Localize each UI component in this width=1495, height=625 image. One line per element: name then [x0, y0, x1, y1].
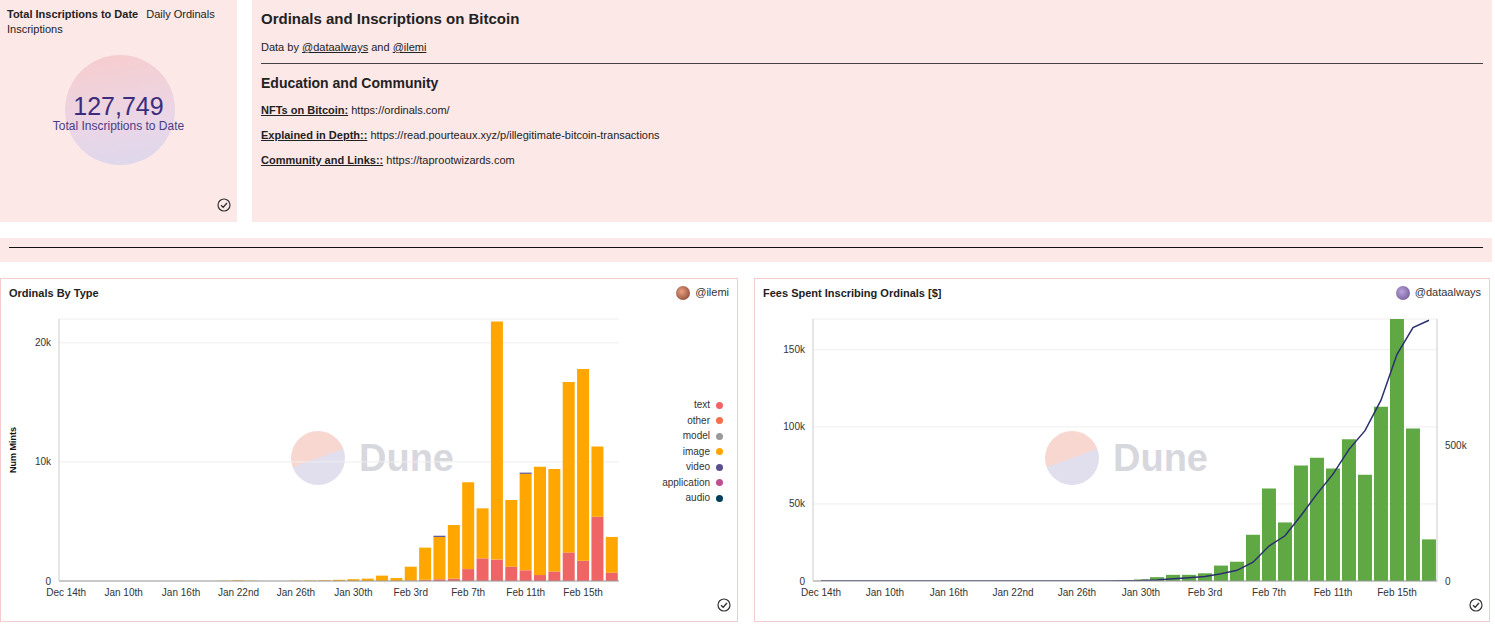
html-text:Fees Spent Inscribing Ordinals: Fees Spent Inscribing Ordinals [$]	[763, 287, 942, 299]
html-text:audio: audio	[685, 492, 710, 503]
svg-text:100k: 100k	[783, 421, 806, 432]
html-text:@dataalways: @dataalways	[1414, 286, 1481, 298]
svg-text:Jan 22nd: Jan 22nd	[992, 587, 1033, 598]
svg-text:Feb 15th: Feb 15th	[563, 587, 602, 598]
html-text:Dune: Dune	[359, 436, 454, 479]
html-text:video: video	[686, 461, 710, 472]
svg-text:Feb 11th: Feb 11th	[506, 587, 545, 598]
html-text:model: model	[682, 430, 710, 441]
svg-text:Num Mints: Num Mints	[8, 427, 18, 473]
svg-text:Jan 30th: Jan 30th	[1122, 587, 1160, 598]
svg-text:Jan 26th: Jan 26th	[277, 587, 315, 598]
svg-text:Jan 10th: Jan 10th	[104, 587, 142, 598]
html-text:Education and Community: Education and Community	[261, 75, 439, 91]
html-text:127,749: 127,749	[73, 92, 164, 120]
svg-text:500k: 500k	[1445, 440, 1468, 451]
svg-text:0: 0	[45, 576, 51, 587]
html-text:Data by @dataalways and @ilemi: Data by @dataalways and @ilemi	[261, 41, 427, 53]
svg-text:Feb 7th: Feb 7th	[1252, 587, 1286, 598]
svg-text:150k: 150k	[783, 344, 806, 355]
svg-text:Feb 11th: Feb 11th	[1314, 587, 1353, 598]
html-text:Community and Links:: https://: Community and Links:: https://taprootwiz…	[261, 154, 515, 166]
svg-text:Feb 15th: Feb 15th	[1377, 587, 1416, 598]
html-text:Explained in Depth:: https://r: Explained in Depth:: https://read.pourte…	[261, 129, 660, 141]
html-text:Dune: Dune	[1113, 436, 1208, 479]
svg-text:Jan 26th: Jan 26th	[1058, 587, 1096, 598]
html-text:image: image	[682, 445, 710, 457]
svg-text:Dec 14th: Dec 14th	[46, 587, 86, 598]
svg-text:50k: 50k	[789, 498, 806, 509]
html-text:NFTs on Bitcoin: https://ordin: NFTs on Bitcoin: https://ordinals.com/	[261, 104, 450, 116]
svg-text:0: 0	[1445, 576, 1451, 587]
html-text:Total Inscriptions to Date: Total Inscriptions to Date	[52, 119, 185, 133]
svg-text:Jan 10th: Jan 10th	[866, 587, 904, 598]
html-text:Ordinals By Type: Ordinals By Type	[9, 287, 99, 299]
svg-text:0: 0	[799, 576, 805, 587]
html-text:text: text	[693, 399, 710, 410]
svg-text:Jan 16th: Jan 16th	[930, 587, 968, 598]
html-text:@ilemi: @ilemi	[695, 286, 729, 298]
svg-text:Jan 22nd: Jan 22nd	[218, 587, 259, 598]
html-text:Total Inscriptions to Date: Total Inscriptions to Date	[7, 8, 139, 20]
html-text:other: other	[687, 414, 710, 426]
svg-text:Jan 16th: Jan 16th	[162, 587, 200, 598]
svg-text:Feb 3rd: Feb 3rd	[1188, 587, 1222, 598]
svg-text:Dec 14th: Dec 14th	[801, 587, 841, 598]
svg-text:Feb 7th: Feb 7th	[451, 587, 485, 598]
svg-text:10k: 10k	[35, 456, 52, 467]
html-text:Ordinals and Inscriptions on B: Ordinals and Inscriptions on Bitcoin	[261, 10, 520, 27]
svg-text:Jan 30th: Jan 30th	[334, 587, 372, 598]
html-text:Daily Ordinals Inscriptions: Daily Ordinals Inscriptions	[7, 8, 215, 35]
svg-text:Feb 3rd: Feb 3rd	[394, 587, 428, 598]
svg-text:20k: 20k	[35, 337, 52, 348]
html-text:application: application	[662, 476, 710, 488]
